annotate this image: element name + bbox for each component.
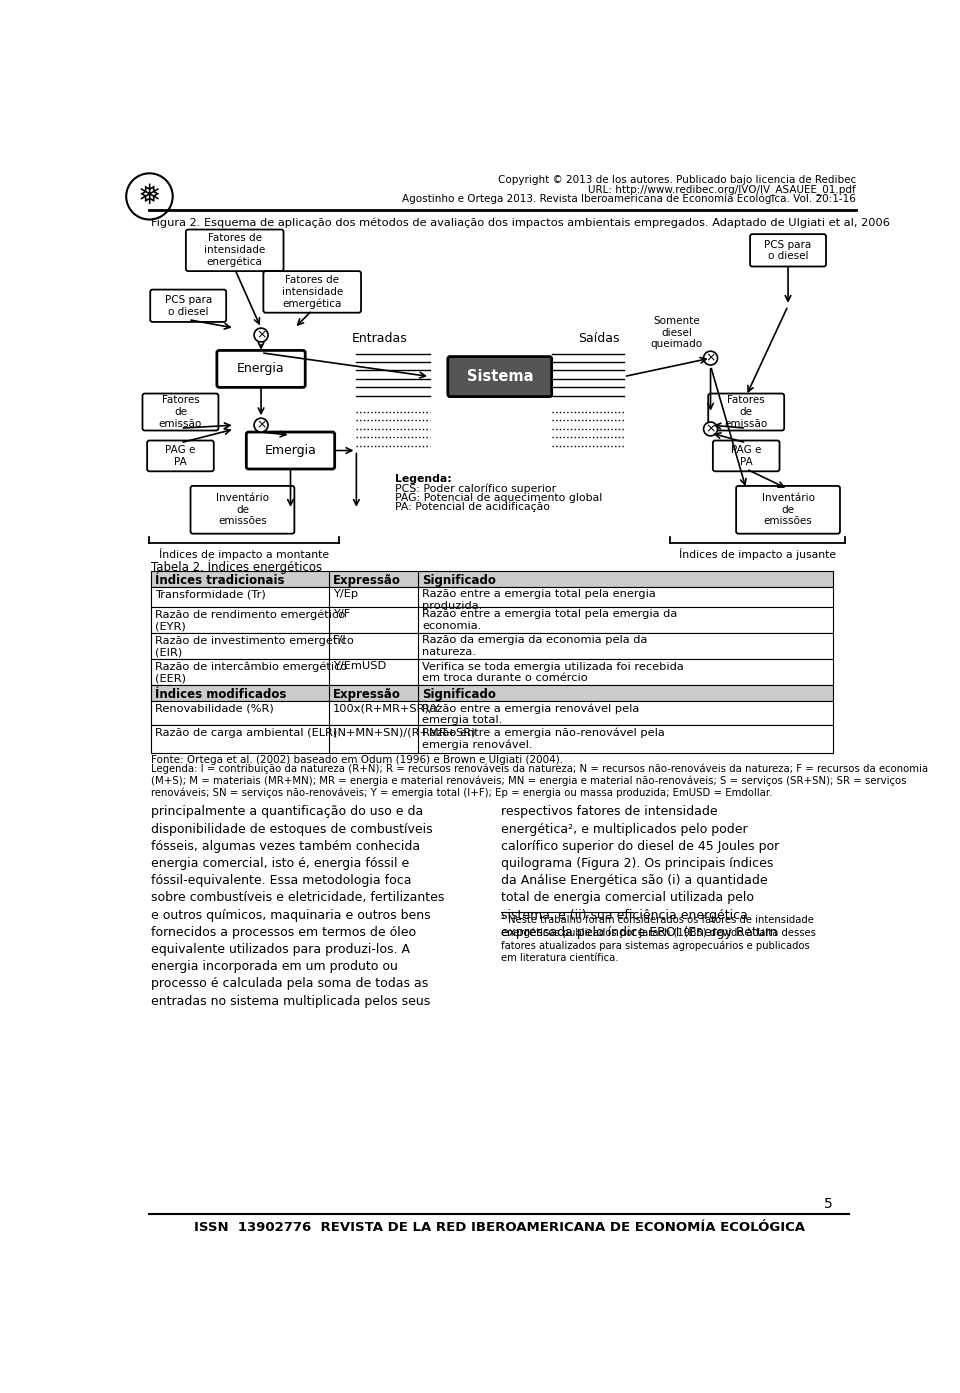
Text: Emergia: Emergia bbox=[265, 444, 317, 457]
Circle shape bbox=[704, 422, 717, 436]
Text: Fatores de
intensidade
emergética: Fatores de intensidade emergética bbox=[281, 274, 343, 309]
Bar bbox=[151, 607, 833, 632]
Text: Y/F: Y/F bbox=[333, 609, 350, 618]
Text: URL: http://www.redibec.org/IVO/IV_ASAUEE_01.pdf: URL: http://www.redibec.org/IVO/IV_ASAUE… bbox=[588, 184, 856, 195]
Text: PCS para
o diesel: PCS para o diesel bbox=[764, 240, 811, 260]
Text: Tabela 2. Índices energéticos: Tabela 2. Índices energéticos bbox=[151, 560, 323, 574]
FancyBboxPatch shape bbox=[708, 394, 784, 430]
FancyBboxPatch shape bbox=[247, 432, 335, 469]
Text: Razão de rendimento emergético
(EYR): Razão de rendimento emergético (EYR) bbox=[155, 609, 346, 631]
Text: Somente
diesel
queimado: Somente diesel queimado bbox=[650, 316, 703, 350]
Text: Razão de carga ambiental (ELR): Razão de carga ambiental (ELR) bbox=[155, 727, 337, 738]
Text: 5: 5 bbox=[825, 1197, 833, 1212]
Bar bbox=[151, 632, 833, 659]
Text: Inventário
de
emissões: Inventário de emissões bbox=[216, 493, 269, 527]
Text: Razão entre a emergia não-renovável pela
emergia renovável.: Razão entre a emergia não-renovável pela… bbox=[422, 727, 665, 751]
Text: PA: Potencial de acidificação: PA: Potencial de acidificação bbox=[396, 501, 550, 513]
Circle shape bbox=[254, 329, 268, 341]
Text: ISSN  13902776  REVISTA DE LA RED IBEROAMERICANA DE ECONOMÍA ECOLÓGICA: ISSN 13902776 REVISTA DE LA RED IBEROAME… bbox=[194, 1220, 805, 1234]
Text: (N+MN+SN)/(R+MR+SR): (N+MN+SN)/(R+MR+SR) bbox=[333, 727, 475, 738]
Text: PCS para
o diesel: PCS para o diesel bbox=[164, 295, 212, 316]
Text: Fonte: Ortega et al. (2002) baseado em Odum (1996) e Brown e Ulgiati (2004).: Fonte: Ortega et al. (2002) baseado em O… bbox=[151, 755, 564, 765]
FancyBboxPatch shape bbox=[263, 272, 361, 312]
Text: Índices de impacto a jusante: Índices de impacto a jusante bbox=[679, 547, 836, 560]
Text: Fatores de
intensidade
energética: Fatores de intensidade energética bbox=[204, 234, 265, 267]
Text: Y/EmUSD: Y/EmUSD bbox=[333, 662, 386, 671]
Text: Razão de investimento emergético
(EIR): Razão de investimento emergético (EIR) bbox=[155, 635, 353, 657]
Text: ² Neste trabalho foram considerados os fatores de intensidade
energéticos public: ² Neste trabalho foram considerados os f… bbox=[501, 915, 816, 964]
Text: Sistema: Sistema bbox=[467, 369, 533, 384]
Text: Índices modificados: Índices modificados bbox=[155, 688, 286, 701]
Text: Razão entre a emergia total pela emergia da
economia.: Razão entre a emergia total pela emergia… bbox=[422, 609, 678, 631]
Text: Legenda:: Legenda: bbox=[396, 474, 452, 483]
Text: Fatores
de
emissão: Fatores de emissão bbox=[725, 396, 768, 429]
Text: Inventário
de
emissões: Inventário de emissões bbox=[761, 493, 814, 527]
FancyBboxPatch shape bbox=[186, 230, 283, 272]
Text: Índices de impacto a montante: Índices de impacto a montante bbox=[159, 547, 329, 560]
Text: principalmente a quantificação do uso e da
disponibilidade de estoques de combus: principalmente a quantificação do uso e … bbox=[151, 805, 444, 1007]
Bar bbox=[151, 726, 833, 754]
FancyBboxPatch shape bbox=[217, 351, 305, 387]
Text: respectivos fatores de intensidade
energética², e multiplicados pelo poder
calor: respectivos fatores de intensidade energ… bbox=[501, 805, 780, 939]
FancyBboxPatch shape bbox=[147, 440, 214, 471]
Text: Razão entre a emergia total pela energia
produzida.: Razão entre a emergia total pela energia… bbox=[422, 589, 656, 610]
Text: Fatores
de
emissão: Fatores de emissão bbox=[158, 396, 202, 429]
Text: Copyright © 2013 de los autores. Publicado bajo licencia de Redibec: Copyright © 2013 de los autores. Publica… bbox=[498, 176, 856, 185]
FancyBboxPatch shape bbox=[150, 290, 227, 322]
Text: ×: × bbox=[706, 351, 716, 365]
Text: Razão da emergia da economia pela da
natureza.: Razão da emergia da economia pela da nat… bbox=[422, 635, 648, 657]
Text: ×: × bbox=[255, 419, 266, 432]
FancyBboxPatch shape bbox=[750, 234, 826, 266]
Circle shape bbox=[254, 418, 268, 432]
Bar bbox=[151, 571, 833, 586]
FancyBboxPatch shape bbox=[190, 486, 295, 534]
Text: Entradas: Entradas bbox=[351, 332, 407, 344]
Text: PAG e
PA: PAG e PA bbox=[165, 446, 196, 467]
Bar bbox=[151, 701, 833, 726]
Text: Expressão: Expressão bbox=[333, 688, 401, 701]
Bar bbox=[151, 586, 833, 607]
Text: Verifica se toda emergia utilizada foi recebida
em troca durante o comércio: Verifica se toda emergia utilizada foi r… bbox=[422, 662, 684, 683]
Text: PCS: Poder calorífico superior: PCS: Poder calorífico superior bbox=[396, 483, 556, 495]
Bar bbox=[151, 659, 833, 685]
Text: Agostinho e Ortega 2013. Revista Iberoamericana de Economía Ecológica. Vol. 20:1: Agostinho e Ortega 2013. Revista Iberoam… bbox=[402, 194, 856, 203]
Text: ❅: ❅ bbox=[138, 182, 161, 210]
Text: Legenda: I = contribuição da natureza (R+N); R = recursos renováveis da natureza: Legenda: I = contribuição da natureza (R… bbox=[151, 763, 928, 798]
Text: Energia: Energia bbox=[237, 362, 285, 375]
Text: Significado: Significado bbox=[422, 574, 496, 586]
FancyBboxPatch shape bbox=[713, 440, 780, 471]
Text: ×: × bbox=[706, 422, 716, 436]
Text: Razão de intercâmbio emergético
(EER): Razão de intercâmbio emergético (EER) bbox=[155, 662, 348, 684]
Text: F/I: F/I bbox=[333, 635, 347, 645]
Text: Expressão: Expressão bbox=[333, 574, 401, 586]
FancyBboxPatch shape bbox=[736, 486, 840, 534]
Bar bbox=[151, 685, 833, 701]
FancyBboxPatch shape bbox=[447, 357, 552, 397]
Circle shape bbox=[704, 351, 717, 365]
Text: Saídas: Saídas bbox=[578, 332, 620, 344]
Text: Transformidade (Tr): Transformidade (Tr) bbox=[155, 589, 266, 599]
Text: Figura 2. Esquema de aplicação dos métodos de avaliação dos impactos ambientais : Figura 2. Esquema de aplicação dos métod… bbox=[151, 217, 890, 227]
Text: Renovabilidade (%R): Renovabilidade (%R) bbox=[155, 703, 274, 713]
Text: Índices tradicionais: Índices tradicionais bbox=[155, 574, 284, 586]
Text: Significado: Significado bbox=[422, 688, 496, 701]
Text: ×: × bbox=[255, 329, 266, 341]
Text: Razão entre a emergia renovável pela
emergia total.: Razão entre a emergia renovável pela eme… bbox=[422, 703, 639, 726]
Text: PAG e
PA: PAG e PA bbox=[731, 446, 761, 467]
FancyBboxPatch shape bbox=[142, 394, 219, 430]
Text: PAG: Potencial de aquecimento global: PAG: Potencial de aquecimento global bbox=[396, 493, 602, 503]
Text: 100x(R+MR+SR)/Y: 100x(R+MR+SR)/Y bbox=[333, 703, 441, 713]
Text: Y/Ep: Y/Ep bbox=[333, 589, 358, 599]
